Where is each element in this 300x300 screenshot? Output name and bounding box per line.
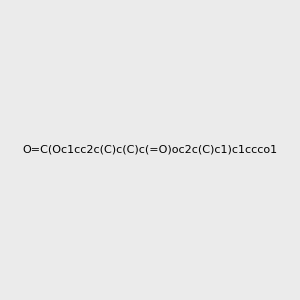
Text: O=C(Oc1cc2c(C)c(C)c(=O)oc2c(C)c1)c1ccco1: O=C(Oc1cc2c(C)c(C)c(=O)oc2c(C)c1)c1ccco1 xyxy=(22,145,278,155)
